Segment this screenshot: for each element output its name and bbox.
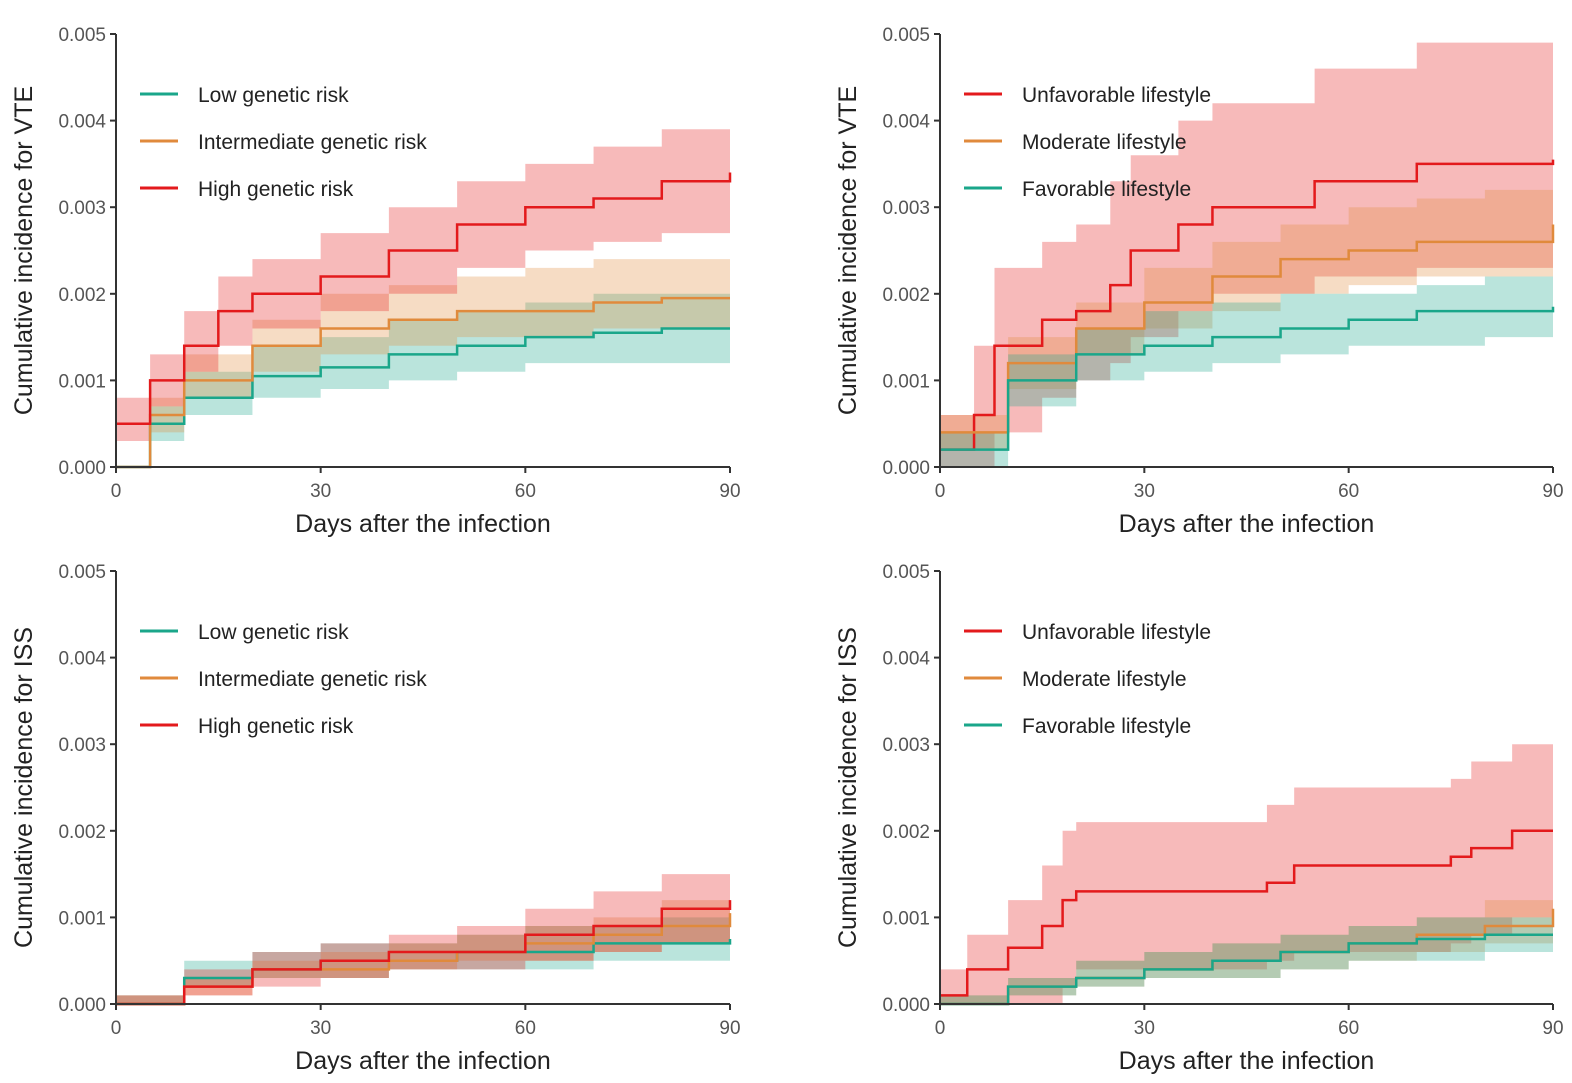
x-tick-label: 30 xyxy=(310,481,331,502)
x-tick-label: 30 xyxy=(1134,481,1155,502)
x-tick-label: 0 xyxy=(111,481,122,502)
x-tick-label: 30 xyxy=(310,1018,331,1039)
ci-band-2 xyxy=(940,181,1553,450)
ci-band-3 xyxy=(940,276,1553,467)
x-tick-label: 0 xyxy=(935,481,946,502)
y-tick-label: 0.002 xyxy=(882,285,930,306)
y-tick-label: 0.001 xyxy=(58,908,106,929)
y-tick-label: 0.005 xyxy=(882,562,930,583)
panel-4: 0.000 0.001 0.002 0.003 0.004 0.005 0 30 60 90 Day… xyxy=(834,562,1564,1075)
x-tick-label: 60 xyxy=(515,481,536,502)
y-tick-label: 0.003 xyxy=(58,198,106,219)
series-line-3 xyxy=(116,900,732,1006)
x-axis-label: Days after the infection xyxy=(1119,1047,1375,1075)
y-axis-label: Cumulative incidence for VTE xyxy=(10,86,38,415)
series-line-1 xyxy=(116,327,730,469)
panel-2: 0.000 0.001 0.002 0.003 0.004 0.005 0 30 60 90 Day… xyxy=(834,25,1564,538)
y-tick-label: 0.003 xyxy=(58,735,106,756)
y-tick-label: 0.004 xyxy=(882,649,930,670)
x-tick-label: 60 xyxy=(1338,1018,1359,1039)
x-tick-label: 0 xyxy=(111,1018,122,1039)
legend-label: Unfavorable lifestyle xyxy=(1022,84,1211,107)
y-tick-label: 0.003 xyxy=(882,198,930,219)
legend-label: Intermediate genetic risk xyxy=(198,131,427,154)
y-tick-label: 0.004 xyxy=(882,112,930,133)
x-tick-label: 90 xyxy=(719,1018,740,1039)
y-tick-label: 0.000 xyxy=(58,995,106,1016)
panel-1: 0.000 0.001 0.002 0.003 0.004 0.005 0 30 60 90 Day… xyxy=(10,25,741,538)
series-line-3 xyxy=(940,306,1555,451)
legend-label: Low genetic risk xyxy=(198,621,349,644)
y-tick-label: 0.000 xyxy=(882,995,930,1016)
legend-label: Favorable lifestyle xyxy=(1022,178,1191,201)
legend-label: Moderate lifestyle xyxy=(1022,668,1187,691)
legend-label: High genetic risk xyxy=(198,715,354,738)
y-tick-label: 0.005 xyxy=(58,25,106,46)
y-tick-label: 0.000 xyxy=(882,458,930,479)
y-tick-label: 0.002 xyxy=(58,285,106,306)
x-tick-label: 60 xyxy=(1338,481,1359,502)
series-line-1 xyxy=(940,159,1555,451)
ci-band-2 xyxy=(940,882,1553,1004)
ci-band-2 xyxy=(116,891,730,1004)
y-tick-label: 0.002 xyxy=(882,822,930,843)
y-tick-label: 0.001 xyxy=(882,908,930,929)
legend-label: Moderate lifestyle xyxy=(1022,131,1187,154)
legend-label: Favorable lifestyle xyxy=(1022,715,1191,738)
y-axis-label: Cumulative incidence for ISS xyxy=(10,627,38,948)
series-line-3 xyxy=(116,172,732,425)
y-tick-label: 0.005 xyxy=(882,25,930,46)
y-tick-label: 0.002 xyxy=(58,822,106,843)
x-tick-label: 90 xyxy=(1542,481,1563,502)
x-axis-label: Days after the infection xyxy=(1119,510,1375,538)
ci-band-3 xyxy=(940,908,1553,1004)
y-axis-label: Cumulative incidence for ISS xyxy=(834,627,862,948)
x-tick-label: 0 xyxy=(935,1018,946,1039)
series-line-1 xyxy=(940,829,1553,997)
y-tick-label: 0.001 xyxy=(58,371,106,392)
x-tick-label: 90 xyxy=(719,481,740,502)
x-tick-label: 90 xyxy=(1542,1018,1563,1039)
legend-label: High genetic risk xyxy=(198,178,354,201)
ci-band-3 xyxy=(116,120,730,442)
y-tick-label: 0.003 xyxy=(882,735,930,756)
panel-3: 0.000 0.001 0.002 0.003 0.004 0.005 0 30 60 90 Day… xyxy=(10,562,741,1075)
x-axis-label: Days after the infection xyxy=(295,510,551,538)
series-line-3 xyxy=(940,933,1553,1006)
y-tick-label: 0.004 xyxy=(58,649,106,670)
y-tick-label: 0.000 xyxy=(58,458,106,479)
ci-band-1 xyxy=(940,744,1553,1004)
series-line-2 xyxy=(940,224,1555,434)
y-tick-label: 0.005 xyxy=(58,562,106,583)
legend-label: Unfavorable lifestyle xyxy=(1022,621,1211,644)
series-line-2 xyxy=(116,296,730,469)
x-axis-label: Days after the infection xyxy=(295,1047,551,1075)
y-tick-label: 0.001 xyxy=(882,371,930,392)
x-tick-label: 30 xyxy=(1134,1018,1155,1039)
y-axis-label: Cumulative incidence for VTE xyxy=(834,86,862,415)
ci-band-1 xyxy=(940,42,1553,467)
x-tick-label: 60 xyxy=(515,1018,536,1039)
legend-label: Intermediate genetic risk xyxy=(198,668,427,691)
y-tick-label: 0.004 xyxy=(58,112,106,133)
legend-label: Low genetic risk xyxy=(198,84,349,107)
